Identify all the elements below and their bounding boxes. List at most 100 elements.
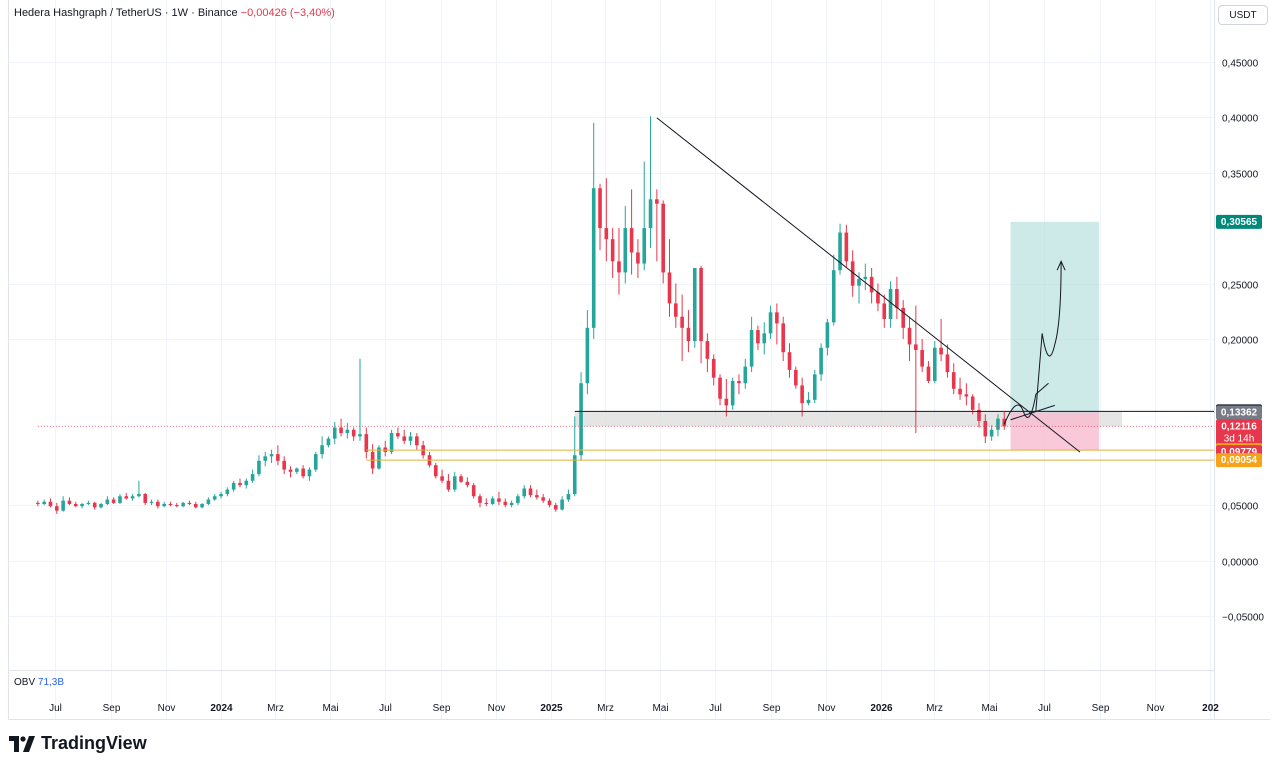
x-tick-label: Jul [1038, 703, 1051, 714]
candle-body [996, 418, 1000, 430]
descending-trendline [656, 117, 1081, 453]
candle-body [497, 498, 501, 502]
candle-body [250, 474, 255, 481]
candle-body [528, 488, 533, 496]
x-tick-label: Nov [158, 703, 176, 714]
x-tick-label: Jul [49, 703, 62, 714]
candle-body [490, 498, 495, 504]
currency-button[interactable]: USDT [1218, 5, 1268, 25]
candle-body [452, 476, 457, 490]
candle-body [282, 460, 286, 470]
obv-label: OBV [14, 677, 36, 688]
candle-body [389, 433, 394, 452]
y-tick-label: 0,20000 [1222, 336, 1259, 347]
stop-zone [1010, 412, 1100, 451]
candle-body [781, 323, 785, 353]
y-tick-label: 0,45000 [1222, 59, 1259, 70]
candle-body [554, 505, 558, 510]
candle-body [219, 494, 223, 497]
candle-body [326, 438, 331, 446]
candle-body [364, 434, 369, 452]
candle-body [200, 503, 204, 508]
candle-body [415, 436, 419, 446]
candle-body [674, 303, 678, 317]
x-tick-label: Sep [103, 703, 121, 714]
candle-body [358, 434, 362, 437]
candle-body [888, 289, 893, 319]
candle-body [55, 506, 59, 511]
candle-body [617, 261, 621, 273]
candle-body [876, 292, 880, 304]
candle-body [168, 503, 173, 506]
candle-body [547, 500, 552, 506]
candle-body [80, 503, 84, 507]
candle-body [345, 429, 350, 434]
candle-body [623, 228, 628, 273]
candle-body [118, 496, 122, 503]
y-tick-label: 0,35000 [1222, 170, 1259, 181]
candle-body [838, 232, 842, 271]
candle-body [914, 344, 918, 350]
candle-body [945, 354, 950, 373]
candle-body [636, 252, 640, 264]
candle-body [351, 429, 356, 437]
candle-body [907, 327, 912, 345]
time-axis[interactable]: Jul Sep Nov 2024 Mrz Mai Jul Sep Nov 2025 Mrz Mai Ju… [49, 703, 1219, 714]
x-tick-label: Mrz [597, 703, 614, 714]
candle-body [819, 347, 823, 375]
candle-body [610, 239, 615, 262]
obv-indicator[interactable]: OBV 71,3B [14, 677, 64, 688]
candle-body [535, 495, 539, 498]
x-tick-label: 2026 [870, 703, 893, 714]
candle-body [806, 399, 811, 404]
candle-body [951, 372, 956, 389]
candle-body [920, 349, 924, 367]
price-axis[interactable]: 0,45000 0,40000 0,35000 0,25000 0,20000 0,050… [1222, 59, 1264, 624]
candle-body [604, 228, 609, 240]
candle-body [895, 289, 899, 308]
x-tick-label: Mrz [926, 703, 943, 714]
candle-body [124, 496, 129, 499]
x-tick-label: Sep [763, 703, 781, 714]
candle-body [983, 420, 988, 437]
tradingview-logo[interactable]: TradingView [9, 733, 147, 754]
candle-body [478, 496, 482, 503]
candle-body [143, 494, 148, 503]
candle-body [812, 374, 817, 400]
projection-path-long [1035, 261, 1062, 411]
candle-body [402, 436, 407, 441]
candle-body [655, 199, 659, 204]
price-label-box [1216, 419, 1262, 446]
candle-body [156, 501, 160, 507]
symbol-header[interactable]: Hedera Hashgraph / TetherUS · 1W · Binan… [14, 7, 335, 19]
drawings [37, 117, 1214, 461]
candle-body [863, 276, 868, 280]
price-label-box [1216, 453, 1262, 468]
candle-body [313, 454, 318, 470]
candle-body [749, 330, 754, 367]
candle-body [743, 366, 748, 384]
candle-body [642, 228, 647, 264]
candle-body [332, 427, 337, 439]
candle-body [48, 501, 53, 507]
candle-body [465, 481, 470, 486]
candle-body [718, 377, 722, 399]
y-tick-label: 0,40000 [1222, 114, 1259, 125]
candle-body [339, 427, 343, 434]
x-tick-label: 2024 [210, 703, 233, 714]
candle-body [446, 480, 451, 490]
candle-body [99, 503, 103, 508]
countdown-text: 3d 14h [1224, 433, 1255, 444]
candle-body [433, 465, 438, 477]
obv-value: 71,3B [37, 677, 65, 688]
candle-body [850, 261, 855, 286]
candle-body [86, 502, 91, 504]
candle-body [566, 494, 571, 500]
candle-body [295, 468, 299, 472]
candle-body [882, 303, 887, 319]
price-label-box [1216, 214, 1262, 229]
candle-body [629, 228, 634, 253]
